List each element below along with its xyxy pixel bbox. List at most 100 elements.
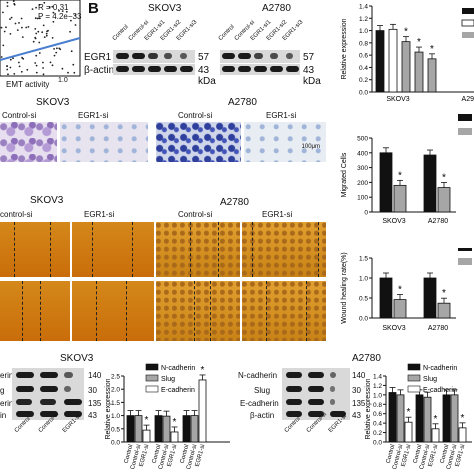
bar: [415, 394, 424, 443]
y-tick-label: 1.5: [111, 400, 120, 407]
legend-swatch: [462, 8, 474, 14]
significance-star: *: [173, 417, 177, 428]
scatter-point: [36, 17, 39, 20]
x-lane-label: EGR1-si: [139, 444, 151, 467]
migration-image-skov3-egr1: [60, 122, 148, 162]
migration-label-4: EGR1-si: [266, 111, 297, 120]
bar: [375, 30, 385, 93]
scatter-point: [35, 71, 38, 74]
scatter-point: [67, 71, 69, 74]
blot-band: [64, 411, 82, 417]
migration-image-a2780-control: [156, 122, 241, 162]
scatter-point: [61, 10, 64, 13]
scatter-point: [43, 36, 46, 38]
scatter-point: [5, 26, 7, 29]
significance-star: *: [417, 37, 421, 48]
bar: [423, 154, 437, 213]
x-lane-label: EGR1-si: [401, 444, 413, 467]
bar: [423, 277, 437, 319]
scatter-point: [18, 22, 20, 24]
blot-band: [132, 66, 145, 72]
legend-swatch: [407, 363, 421, 371]
scatter-point: [18, 61, 20, 64]
legend-swatch: [458, 248, 472, 251]
scatter-point: [26, 68, 29, 71]
y-tick-label: 0.0: [111, 440, 120, 447]
emt-row-ncad: N-cadherin: [238, 371, 278, 380]
scatter-point: [69, 30, 71, 33]
bar: [154, 415, 163, 443]
wound-image-skov3-egr1-0h: [72, 222, 154, 277]
blot-band: [330, 399, 335, 405]
scatter-point: [35, 54, 38, 57]
scatter-points: [0, 0, 77, 76]
legend-label: E-cadherin: [423, 387, 457, 394]
scatter-point: [21, 56, 23, 59]
scatter-point: [73, 71, 76, 74]
blot-band: [286, 372, 302, 378]
blot-band: [116, 53, 129, 59]
wound-title-a2780: A2780: [220, 197, 249, 208]
bar: [396, 394, 405, 443]
scatter-point: [6, 1, 9, 4]
migration-label-2: EGR1-si: [78, 111, 109, 120]
scatter-point: [70, 50, 73, 53]
y-tick-label: 1.2: [359, 16, 368, 23]
significance-star: *: [461, 413, 465, 424]
x-category-label: A2780: [428, 218, 448, 225]
y-tick-label: 0.0: [359, 90, 368, 97]
x-lane-label: Control: [440, 444, 451, 464]
significance-star: *: [398, 285, 402, 296]
wound-image-a2780-control-0h: [156, 222, 240, 277]
scatter-point: [0, 26, 3, 29]
scatter-point: [27, 26, 30, 28]
significance-star: *: [430, 44, 434, 55]
y-tick-label: 300: [357, 165, 368, 172]
y-tick-label: 1.0: [359, 276, 368, 283]
bar: [142, 429, 151, 443]
emt-kda-135-b: 135: [352, 399, 366, 408]
blot-band: [330, 386, 335, 392]
y-tick-label: 1.0: [111, 413, 120, 420]
blot-band: [308, 411, 324, 417]
bar: [393, 299, 407, 319]
bar: [379, 152, 393, 213]
legend-swatch: [458, 114, 472, 121]
blot-band: [116, 66, 129, 72]
scatter-point: [53, 48, 55, 50]
blot-band: [270, 66, 283, 72]
scatter-point: [61, 67, 64, 70]
wb-kda-43-a: 43: [198, 65, 210, 76]
scatter-point: [32, 40, 35, 43]
scatter-point: [58, 47, 61, 50]
wound-image-skov3-egr1-24h: [72, 281, 154, 341]
migration-image-a2780-egr1: 100μm: [244, 122, 326, 162]
y-tick-label: 1.5: [359, 256, 368, 263]
wb-kda-43-b: 43: [303, 65, 315, 76]
significance-star: *: [434, 414, 438, 425]
scatter-point: [35, 6, 37, 9]
x-lane-label: Control: [180, 444, 191, 464]
scatter-point: [45, 32, 48, 35]
blot-band: [40, 411, 58, 417]
emt-kda-140-a: 140: [88, 371, 102, 380]
scatter-xlabel: EMT activity: [6, 80, 50, 89]
bar: [198, 379, 207, 443]
y-axis-label: Wound healing rate(%): [341, 252, 348, 323]
blot-band: [16, 372, 34, 378]
blot-band: [222, 66, 235, 72]
blot-band: [16, 399, 33, 405]
scatter-point: [6, 65, 8, 68]
wound-image-skov3-control-0h: [0, 222, 70, 277]
wb-lane-label: Control: [111, 24, 130, 42]
x-lane-label: Control: [386, 444, 397, 464]
significance-star: *: [407, 407, 411, 418]
x-group-label: SKOV3: [386, 96, 409, 103]
y-axis-label: Migrated Cells: [341, 152, 348, 197]
blot-band: [64, 386, 72, 392]
scatter-point: [72, 63, 75, 66]
scatter-point: [38, 4, 41, 6]
blot-band: [132, 53, 145, 59]
y-tick-label: 0.2: [373, 430, 382, 437]
